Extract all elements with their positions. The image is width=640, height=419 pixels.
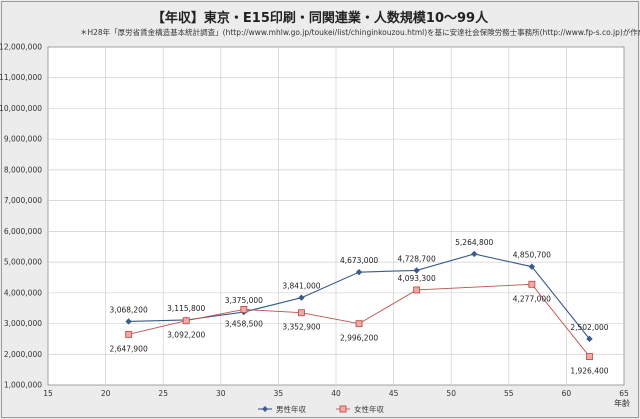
y-tick-label: 10,000,000	[0, 104, 42, 113]
data-label-male: 4,728,700	[398, 254, 436, 263]
data-point-male	[298, 294, 305, 301]
y-tick-label: 1,000,000	[4, 381, 42, 390]
x-tick-label: 30	[216, 389, 226, 398]
data-point-male	[355, 268, 363, 276]
data-label-female: 3,458,500	[225, 319, 263, 328]
legend-marker-male	[262, 406, 268, 412]
data-label-female: 3,352,900	[282, 323, 320, 332]
y-tick-label: 7,000,000	[4, 196, 42, 205]
data-point-male	[528, 263, 536, 270]
data-point-male	[413, 267, 420, 274]
data-point-female	[125, 330, 133, 338]
data-label-female: 2,996,200	[340, 334, 378, 343]
legend-label-female: 女性年収	[354, 404, 384, 414]
data-point-male	[586, 335, 593, 343]
x-tick-label: 15	[43, 389, 53, 398]
y-tick-label: 2,000,000	[4, 350, 42, 359]
series-line-female	[128, 283, 590, 357]
chart-title: 【年収】東京・E15印刷・同関連業・人数規模10～99人	[151, 11, 489, 26]
data-point-female	[413, 286, 421, 294]
data-label-male: 3,375,000	[225, 296, 263, 305]
y-tick-label: 9,000,000	[4, 135, 42, 144]
data-point-male	[471, 250, 478, 258]
y-tick-label: 12,000,000	[0, 43, 42, 52]
data-label-male: 4,673,000	[340, 256, 378, 265]
chart-subtitle: ＊H28年「厚労省賃金構造基本統計調査」(http://www.mhlw.go.…	[80, 28, 640, 37]
y-tick-label: 5,000,000	[4, 258, 42, 267]
data-label-male: 3,115,800	[167, 304, 205, 313]
data-point-female	[355, 320, 363, 328]
legend-label-male: 男性年収	[276, 404, 306, 414]
x-tick-label: 60	[562, 389, 572, 398]
x-tick-label: 20	[101, 389, 111, 398]
data-label-female: 4,093,300	[398, 274, 436, 283]
x-tick-label: 65	[619, 389, 629, 398]
data-point-male	[125, 318, 132, 325]
y-tick-label: 3,000,000	[4, 319, 42, 328]
legend-marker-female	[339, 405, 347, 413]
data-label-male: 5,264,800	[455, 238, 493, 247]
data-label-male: 3,841,000	[282, 282, 320, 291]
data-point-female	[585, 353, 593, 360]
data-label-female: 3,092,200	[167, 331, 205, 340]
x-tick-label: 40	[331, 389, 341, 398]
data-point-female	[182, 317, 190, 325]
x-tick-label: 35	[274, 389, 284, 398]
data-point-female	[297, 309, 305, 317]
y-tick-label: 6,000,000	[4, 227, 42, 236]
data-point-female	[528, 280, 536, 288]
data-label-female: 1,926,400	[570, 367, 608, 376]
x-tick-label: 50	[446, 389, 456, 398]
y-tick-label: 4,000,000	[4, 288, 42, 297]
data-point-female	[240, 306, 248, 313]
data-label-female: 2,647,900	[110, 344, 148, 353]
data-label-female: 4,277,000	[513, 294, 551, 303]
data-label-male: 4,850,700	[513, 251, 551, 260]
y-tick-label: 11,000,000	[0, 73, 42, 82]
x-axis-label: 年齢	[614, 398, 630, 408]
data-label-male: 3,068,200	[110, 305, 148, 314]
x-tick-label: 25	[158, 389, 168, 398]
y-tick-label: 8,000,000	[4, 165, 42, 174]
x-tick-label: 55	[504, 389, 514, 398]
data-label-male: 2,502,000	[570, 323, 608, 332]
x-tick-label: 45	[389, 389, 399, 398]
